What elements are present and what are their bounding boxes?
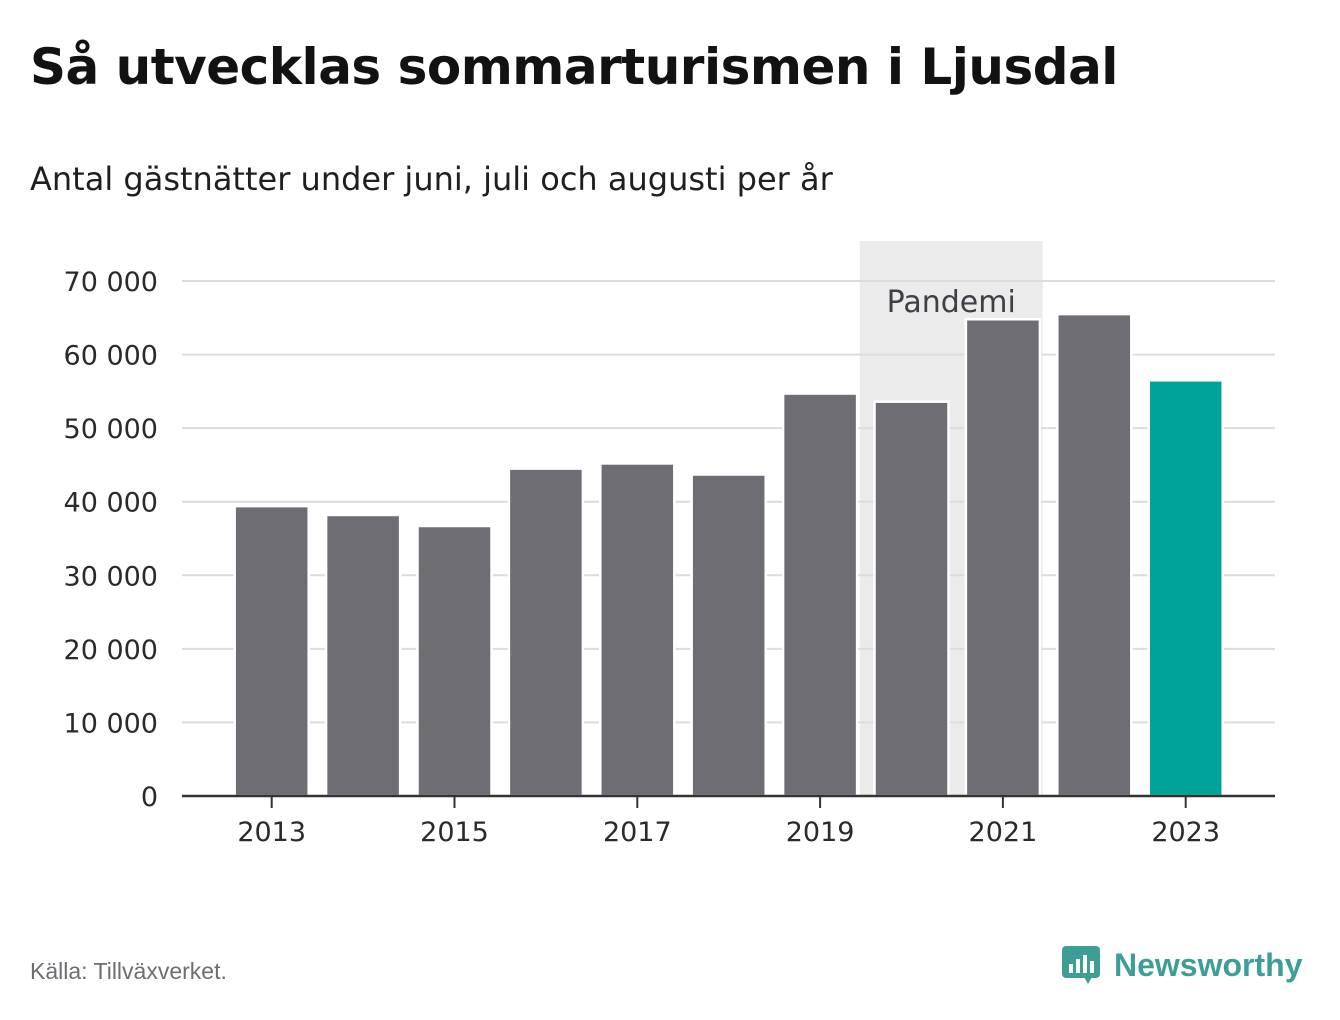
newsworthy-logo-icon bbox=[1062, 946, 1100, 984]
x-tick-label: 2023 bbox=[1151, 817, 1220, 848]
bar-2015 bbox=[416, 524, 493, 798]
chart-subtitle: Antal gästnätter under juni, juli och au… bbox=[30, 160, 833, 198]
x-axis bbox=[182, 794, 1275, 808]
y-tick-label: 70 000 bbox=[64, 267, 158, 298]
y-tick-label: 20 000 bbox=[64, 635, 158, 666]
x-tick-label: 2017 bbox=[603, 817, 672, 848]
y-tick-label: 50 000 bbox=[64, 414, 158, 445]
chart-title: Så utvecklas sommarturismen i Ljusdal bbox=[30, 38, 1118, 96]
y-tick-label: 10 000 bbox=[64, 708, 158, 739]
bar-2014 bbox=[324, 513, 402, 798]
y-tick-label: 60 000 bbox=[64, 341, 158, 372]
bar-chart: 0 10 000 20 000 30 000 40 000 50 000 60 000 70 … bbox=[64, 241, 1275, 848]
x-tick-label: 2013 bbox=[237, 817, 306, 848]
bars bbox=[233, 312, 1224, 798]
bar-2022 bbox=[1056, 312, 1133, 798]
newsworthy-logo[interactable]: Newsworthy bbox=[1062, 942, 1302, 988]
y-tick-label: 0 bbox=[141, 782, 158, 813]
x-axis-tick-labels: 2013 2015 2017 2019 2021 2023 bbox=[237, 817, 1220, 848]
bar-2013 bbox=[233, 504, 310, 798]
bar-2019 bbox=[781, 392, 859, 798]
bar-2021 bbox=[964, 318, 1042, 798]
bar-2023 bbox=[1147, 379, 1224, 798]
x-tick-label: 2021 bbox=[969, 817, 1038, 848]
source-note: Källa: Tillväxverket. bbox=[30, 958, 227, 984]
x-tick-label: 2019 bbox=[786, 817, 855, 848]
y-tick-label: 30 000 bbox=[64, 561, 158, 592]
brand-name: Newsworthy bbox=[1114, 946, 1303, 983]
bar-2017 bbox=[599, 462, 676, 798]
x-tick-label: 2015 bbox=[420, 817, 489, 848]
y-tick-label: 40 000 bbox=[64, 488, 158, 519]
pandemic-label: Pandemi bbox=[887, 285, 1016, 320]
bar-2016 bbox=[507, 467, 585, 798]
bar-2020 bbox=[873, 400, 950, 798]
y-axis-tick-labels: 0 10 000 20 000 30 000 40 000 50 000 60 000 70 … bbox=[64, 267, 158, 813]
bar-2018 bbox=[690, 473, 767, 798]
